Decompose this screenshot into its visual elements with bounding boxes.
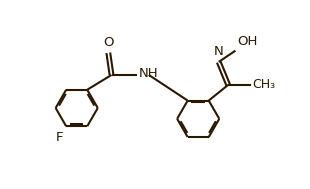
- Text: F: F: [55, 131, 63, 144]
- Text: N: N: [213, 45, 223, 58]
- Text: NH: NH: [139, 67, 158, 80]
- Text: OH: OH: [237, 35, 257, 48]
- Text: O: O: [103, 36, 113, 49]
- Text: CH₃: CH₃: [252, 78, 276, 91]
